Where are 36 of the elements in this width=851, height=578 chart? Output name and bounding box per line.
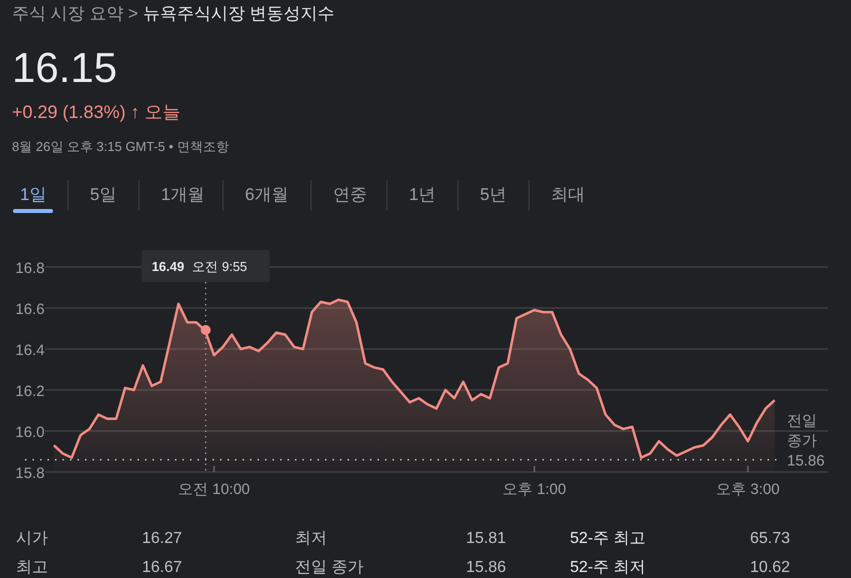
text: 시가 <box>16 530 48 547</box>
text: 52-주 최저 <box>570 559 646 576</box>
text: 5년 <box>480 185 506 204</box>
text: 16.67 <box>142 559 182 576</box>
text: 65.73 <box>750 530 790 547</box>
y-tick-label: 16.6 <box>15 301 45 318</box>
y-tick-label: 16.4 <box>15 342 45 359</box>
text: 연중 <box>333 185 367 204</box>
y-tick-label: 15.8 <box>15 465 45 482</box>
text: 최저 <box>295 530 327 547</box>
text: 최대 <box>551 185 585 204</box>
y-tick-label: 16.2 <box>15 383 45 400</box>
text: 5일 <box>90 185 116 204</box>
text: 15.86 <box>466 559 506 576</box>
chart-subtitle: 주식 시장 요약 > <box>12 4 143 23</box>
ref-line-label: 전일 종가 15.86 <box>787 412 825 470</box>
text: 1개월 <box>161 185 204 204</box>
chart-title: 뉴욕주식시장 변동성지수 <box>142 4 335 23</box>
x-tick-label: 오후 3:00 <box>716 481 780 498</box>
text: 16.15 <box>12 44 118 91</box>
text: 최고 <box>16 559 48 576</box>
annotation: 16.49 오전 9:55 <box>152 259 248 274</box>
text: 1일 <box>20 185 46 204</box>
y-tick-label: 16.0 <box>15 424 45 441</box>
text: +0.29 (1.83%) ↑ 오늘 <box>12 102 181 122</box>
text: 8월 26일 오후 3:15 GMT-5 • 면책조항 <box>12 139 229 154</box>
x-tick-label: 오후 1:00 <box>502 481 566 498</box>
text: 15.81 <box>466 530 506 547</box>
x-tick-label: 오전 10:00 <box>178 481 250 498</box>
text: 6개월 <box>245 185 288 204</box>
text: 1년 <box>409 185 436 204</box>
text: 전일 종가 <box>295 559 364 576</box>
text: 16.27 <box>142 530 182 547</box>
text: 52-주 최고 <box>570 530 646 547</box>
y-tick-label: 16.8 <box>15 260 45 277</box>
text: 10.62 <box>750 559 790 576</box>
